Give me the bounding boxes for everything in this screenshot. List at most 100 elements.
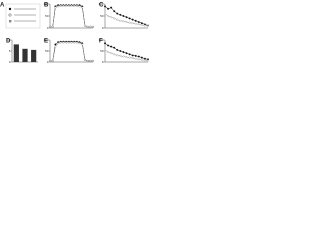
key-symbol [8, 7, 12, 11]
point [107, 51, 110, 54]
point [113, 10, 116, 13]
point [107, 44, 110, 47]
series-line [50, 42, 93, 62]
point [122, 51, 125, 54]
key-symbol [9, 20, 12, 23]
point [137, 55, 140, 58]
panel-label: D [6, 39, 11, 45]
point [140, 56, 143, 59]
y-tick-label: 100 [98, 38, 103, 42]
point [104, 42, 106, 45]
point [107, 7, 110, 10]
point [131, 18, 134, 21]
point [81, 6, 84, 9]
y-tick-label: 50 [100, 14, 104, 18]
point [113, 46, 116, 49]
point [104, 12, 106, 15]
point [128, 53, 131, 56]
point [119, 50, 122, 52]
point [147, 59, 149, 62]
point [59, 4, 62, 7]
point [143, 24, 146, 27]
point [131, 57, 134, 59]
y-tick-label: 100 [43, 2, 48, 6]
y-tick-label: 50 [45, 49, 49, 53]
point [62, 41, 65, 44]
point [143, 57, 146, 60]
point [89, 59, 92, 62]
point [110, 16, 113, 19]
point [110, 52, 113, 55]
point [119, 19, 122, 22]
panel-label: B [44, 3, 49, 9]
y-tick-label: 0 [102, 60, 104, 64]
point [57, 5, 60, 8]
point [70, 4, 73, 7]
point [113, 53, 116, 56]
point [83, 58, 86, 61]
point [89, 25, 92, 28]
point [140, 24, 143, 27]
point [73, 4, 76, 7]
point [92, 25, 94, 28]
point [116, 12, 119, 15]
point [134, 19, 137, 22]
point [110, 45, 113, 48]
point [51, 25, 54, 28]
point [125, 52, 128, 55]
point [128, 21, 131, 24]
point [122, 15, 125, 17]
y-tick-label: 10 [7, 38, 11, 42]
point [107, 15, 110, 17]
point [140, 58, 143, 61]
panel-label: E [44, 39, 48, 45]
point [128, 17, 131, 20]
point [75, 41, 78, 44]
point [54, 6, 57, 9]
series-line [104, 13, 149, 27]
y-tick-label: 100 [43, 38, 48, 42]
key-symbol [8, 13, 12, 17]
y-tick-label: 5 [9, 49, 11, 53]
point [134, 22, 137, 25]
point [70, 41, 73, 44]
point [143, 59, 146, 62]
point [147, 25, 149, 28]
point [110, 6, 113, 9]
key-panel [5, 3, 41, 29]
series-line [50, 41, 93, 62]
point [86, 59, 89, 62]
point [122, 20, 125, 23]
panel-label: A [0, 3, 5, 9]
point [83, 24, 86, 27]
point [137, 23, 140, 26]
point [119, 13, 122, 16]
point [73, 41, 76, 44]
y-tick-label: 50 [100, 49, 104, 53]
point [104, 5, 106, 8]
point [92, 59, 94, 62]
bar [22, 48, 28, 62]
point [104, 48, 106, 51]
point [137, 21, 140, 23]
point [116, 54, 119, 57]
y-tick-label: 0 [9, 60, 11, 64]
panel-label: C [99, 3, 104, 9]
point [125, 21, 128, 23]
point [67, 41, 70, 44]
y-tick-label: 0 [47, 60, 49, 64]
point [62, 4, 65, 7]
point [54, 43, 57, 46]
key-frame [5, 3, 41, 29]
point [131, 54, 134, 57]
point [125, 16, 128, 19]
point [116, 48, 119, 51]
bar [31, 49, 37, 62]
panel-label: F [99, 39, 103, 45]
y-tick-label: 0 [102, 26, 104, 30]
point [59, 41, 62, 44]
bar [13, 44, 19, 62]
point [65, 41, 68, 44]
point [65, 4, 68, 7]
